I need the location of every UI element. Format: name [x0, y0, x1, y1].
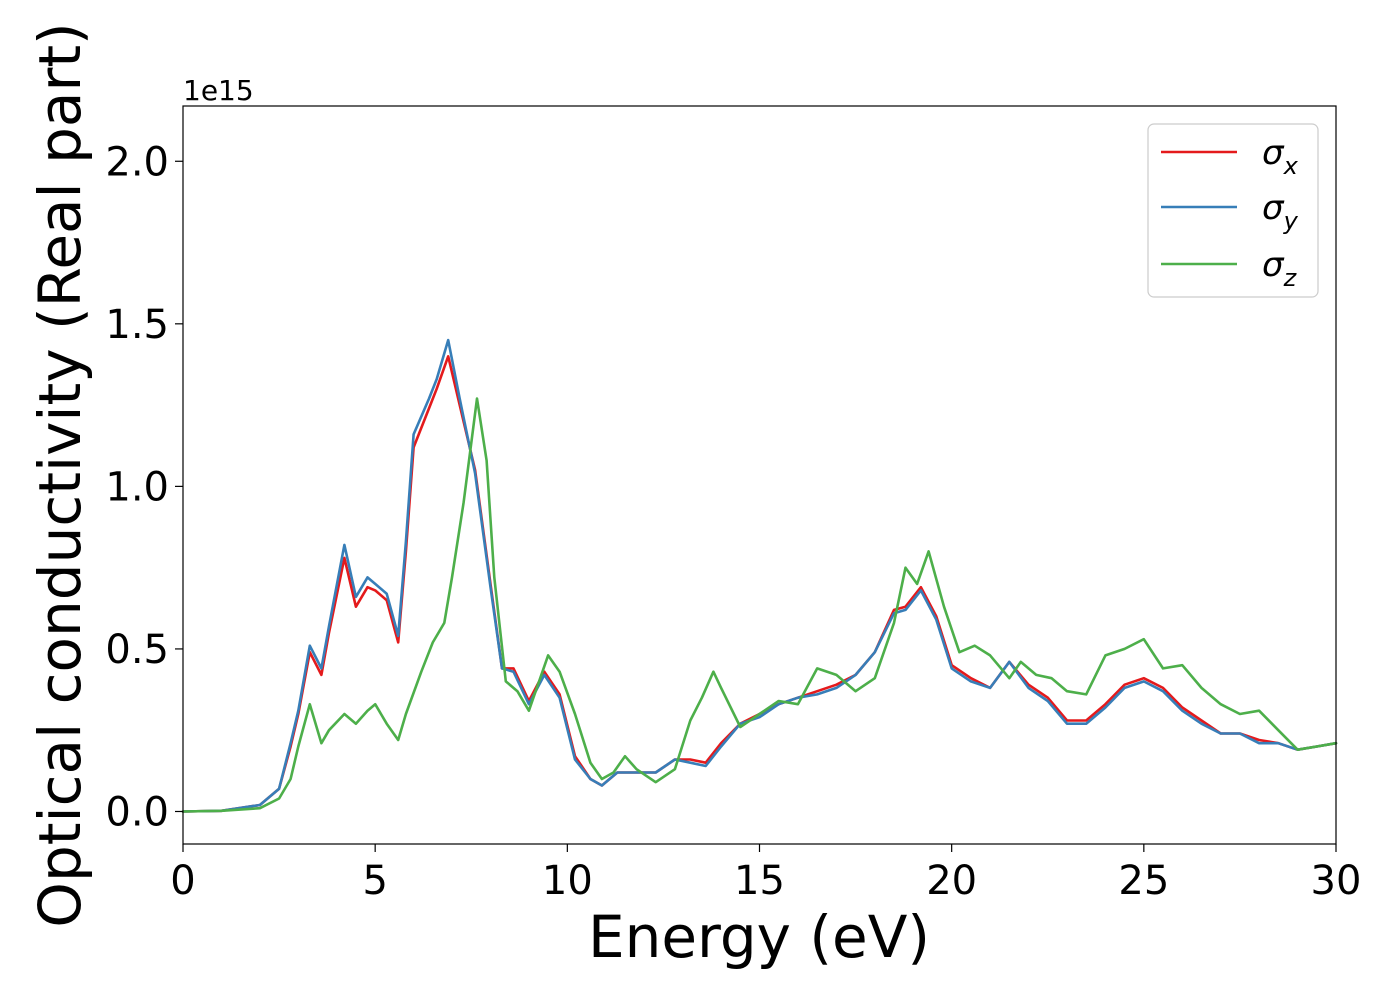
y-tick-label: 2.0	[105, 139, 169, 185]
x-tick-label: 0	[170, 858, 195, 904]
x-tick-label: 25	[1118, 858, 1169, 904]
x-tick-label: 5	[362, 858, 387, 904]
y-tick-label: 1.0	[105, 464, 169, 510]
series-line-x	[181, 355, 1338, 813]
legend-label-x: σx	[1262, 133, 1299, 180]
x-tick-label: 15	[734, 858, 785, 904]
legend: σx σy σz	[1147, 123, 1319, 298]
series-layer	[181, 338, 1338, 813]
legend-items: σx σy σz	[1161, 133, 1299, 292]
series-line-y	[181, 338, 1338, 813]
y-tick-label: 0.5	[105, 627, 169, 673]
x-tick-label: 20	[926, 858, 977, 904]
x-tick-label: 10	[542, 858, 593, 904]
legend-label-y: σy	[1262, 188, 1299, 235]
y-tick-label: 1.5	[105, 302, 169, 348]
x-tick-label: 30	[1311, 858, 1362, 904]
y-tick-label: 0.0	[105, 789, 169, 835]
y-axis-title: Optical conductivity (Real part)	[26, 22, 94, 927]
x-axis-ticks: 0 5 10 15 20 25 30	[170, 844, 1361, 904]
x-axis-title: Energy (eV)	[588, 903, 930, 971]
legend-label-z: σz	[1262, 245, 1298, 292]
legend-frame	[1147, 123, 1319, 298]
y-offset-text: 1e15	[183, 74, 254, 107]
y-axis-ticks: 0.0 0.5 1.0 1.5 2.0	[105, 139, 183, 835]
series-line-z	[181, 397, 1338, 813]
